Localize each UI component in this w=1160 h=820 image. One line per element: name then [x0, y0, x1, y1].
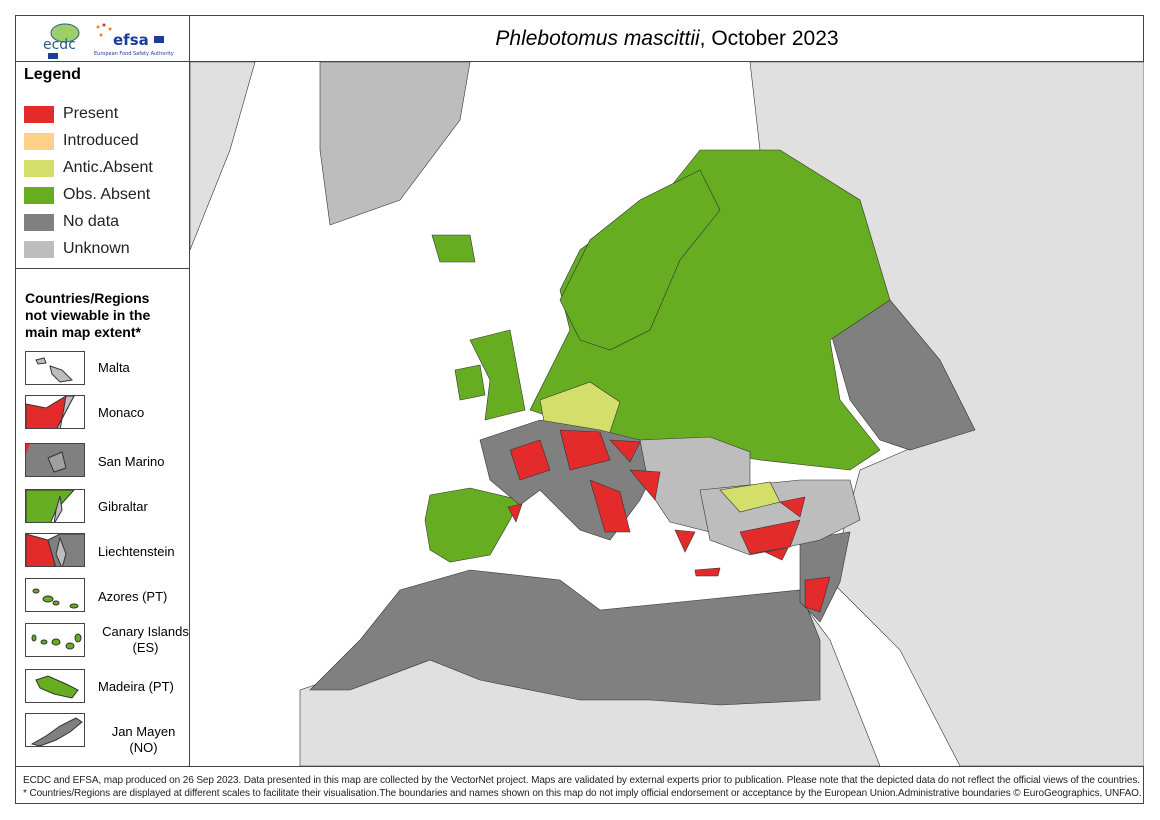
region-caucasus-kazakhstan: [829, 299, 976, 451]
inset-san-marino: [25, 443, 85, 477]
present-spain-east: [507, 503, 523, 523]
regions-title: Countries/Regions not viewable in the ma…: [25, 290, 151, 340]
logo-area: ecdc efsa European Food Safety Authority: [15, 15, 190, 62]
logos: ecdc efsa European Food Safety Authority: [43, 23, 174, 59]
legend-label: Unknown: [63, 240, 130, 257]
region-uk: [469, 329, 526, 421]
inset-label: Malta: [98, 360, 130, 375]
legend-label: Present: [63, 105, 119, 122]
inset-monaco: [25, 395, 85, 429]
inset-label: San Marino: [98, 454, 165, 469]
inset-label: Liechtenstein: [98, 544, 175, 559]
title-date: , October 2023: [699, 27, 839, 50]
inset-madeira: [25, 669, 85, 703]
footer-line-1: ECDC and EFSA, map produced on 26 Sep 20…: [23, 775, 1140, 786]
legend-item-antic-absent: Antic.Absent: [24, 159, 153, 177]
region-scandinavia: [559, 169, 721, 351]
present-italy-south: [589, 479, 631, 533]
swatch: [24, 159, 54, 177]
region-iberia: [424, 487, 521, 563]
footer-credits: ECDC and EFSA, map produced on 26 Sep 20…: [15, 766, 1144, 804]
efsa-logo: efsa European Food Safety Authority: [94, 23, 174, 57]
present-regions: [507, 429, 831, 613]
legend-label: Obs. Absent: [63, 186, 151, 203]
inset-label: Canary Islands (ES): [102, 624, 189, 655]
present-cyprus: [764, 547, 789, 561]
svg-text:European Food Safety Authority: European Food Safety Authority: [94, 51, 174, 57]
species-name: Phlebotomus mascittii: [495, 27, 700, 50]
inset-canary-islands: [25, 623, 85, 657]
present-balkans: [629, 469, 661, 501]
swatch: [24, 186, 54, 204]
region-ireland: [454, 364, 486, 401]
legend-divider: [15, 268, 190, 269]
legend-item-present: Present: [24, 105, 118, 123]
inset-liechtenstein: [25, 533, 85, 567]
legend-label: No data: [63, 213, 120, 230]
europe-map: [189, 61, 1145, 767]
legend-item-obs-absent: Obs. Absent: [24, 186, 150, 204]
swatch: [24, 240, 54, 258]
legend-item-introduced: Introduced: [24, 132, 139, 150]
legend-item-unknown: Unknown: [24, 240, 130, 258]
footer-line-2: * Countries/Regions are displayed at dif…: [23, 788, 1142, 799]
present-greece: [674, 529, 696, 553]
region-north-africa: [309, 569, 821, 706]
svg-text:efsa: efsa: [113, 31, 149, 49]
inset-label: Madeira (PT): [98, 679, 174, 694]
swatch: [24, 213, 54, 231]
legend-panel: Legend Present Introduced Antic.Absent O…: [15, 62, 190, 766]
inset-label: Azores (PT): [98, 589, 168, 604]
present-israel: [804, 576, 831, 613]
present-austria: [609, 439, 641, 463]
present-turkey-north: [779, 496, 806, 518]
inset-label: Jan Mayen (NO): [111, 724, 176, 755]
map-area[interactable]: [189, 61, 1145, 767]
region-iceland: [431, 234, 476, 263]
land-canada: [189, 61, 256, 251]
svg-text:ecdc: ecdc: [43, 37, 76, 53]
legend-label: Introduced: [63, 132, 139, 149]
inset-label: Gibraltar: [98, 499, 148, 514]
inset-label: Monaco: [98, 405, 145, 420]
inset-jan-mayen: [25, 713, 85, 747]
map-title: Phlebotomus mascittii, October 2023: [190, 15, 1144, 62]
inset-gibraltar: [25, 489, 85, 523]
present-switzerland-italy: [559, 429, 611, 471]
legend-label: Antic.Absent: [63, 159, 153, 176]
present-france: [509, 439, 551, 481]
inset-azores: [25, 578, 85, 612]
swatch: [24, 132, 54, 150]
land-greenland: [319, 61, 471, 226]
present-turkey-south: [739, 519, 801, 555]
legend-title: Legend: [24, 66, 81, 83]
swatch: [24, 105, 54, 123]
legend-item-no-data: No data: [24, 213, 119, 231]
ecdc-logo: ecdc: [43, 23, 80, 59]
present-crete: [694, 567, 721, 577]
inset-malta: [25, 351, 85, 385]
